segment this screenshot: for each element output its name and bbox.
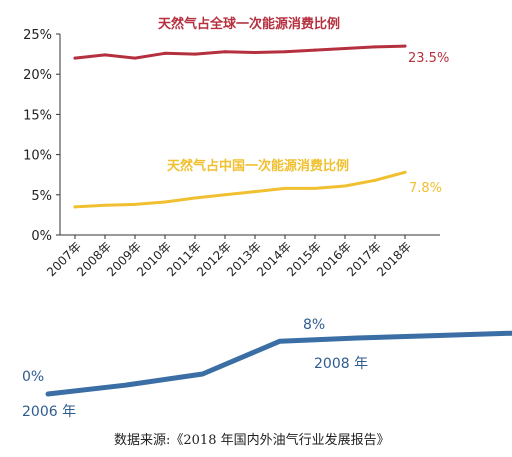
data-point (403, 44, 407, 48)
inset-start-value: 0% (22, 369, 44, 385)
data-point (313, 48, 317, 52)
series-line-1 (73, 170, 407, 209)
data-point (163, 200, 167, 204)
data-point (223, 193, 227, 197)
y-tick-label: 15% (23, 108, 52, 123)
inset-series-line (45, 330, 512, 397)
data-point (163, 51, 167, 55)
inset-mid-year: 2008 年 (314, 356, 368, 372)
data-point (103, 203, 107, 207)
series-line-0 (73, 44, 407, 60)
inset-mid-value: 8% (303, 317, 325, 333)
data-point (193, 196, 197, 200)
series-name-0: 天然气占全球一次能源消费比例 (158, 16, 340, 32)
y-tick-label: 20% (23, 68, 52, 83)
series-end-label-0: 23.5% (408, 51, 449, 66)
series-name-1: 天然气占中国一次能源消费比例 (167, 158, 349, 174)
data-point (133, 202, 137, 206)
y-tick-label: 10% (23, 149, 52, 164)
main-chart: 0%5%10%15%20%25% 2007年2008年2009年2010年201… (23, 16, 449, 279)
series-end-label-1: 7.8% (409, 181, 442, 196)
data-point (313, 186, 317, 190)
data-point (373, 45, 377, 49)
data-point (283, 186, 287, 190)
data-point (223, 50, 227, 54)
data-point (73, 205, 77, 209)
y-tick-label: 25% (23, 28, 52, 43)
data-point (403, 170, 407, 174)
source-note: 数据来源:《2018 年国内外油气行业发展报告》 (114, 432, 390, 448)
data-point (253, 190, 257, 194)
inset-chart: 0% 2006 年 8% 2008 年 (22, 317, 512, 420)
data-point (193, 52, 197, 56)
y-tick-label: 0% (31, 229, 52, 244)
data-point (283, 50, 287, 54)
y-tick-label: 5% (31, 189, 52, 204)
data-point (253, 50, 257, 54)
data-point (343, 46, 347, 50)
inset-start-year: 2006 年 (22, 404, 76, 420)
data-point (133, 56, 137, 60)
data-point (373, 178, 377, 182)
data-point (73, 56, 77, 60)
data-point (343, 184, 347, 188)
data-point (103, 53, 107, 57)
